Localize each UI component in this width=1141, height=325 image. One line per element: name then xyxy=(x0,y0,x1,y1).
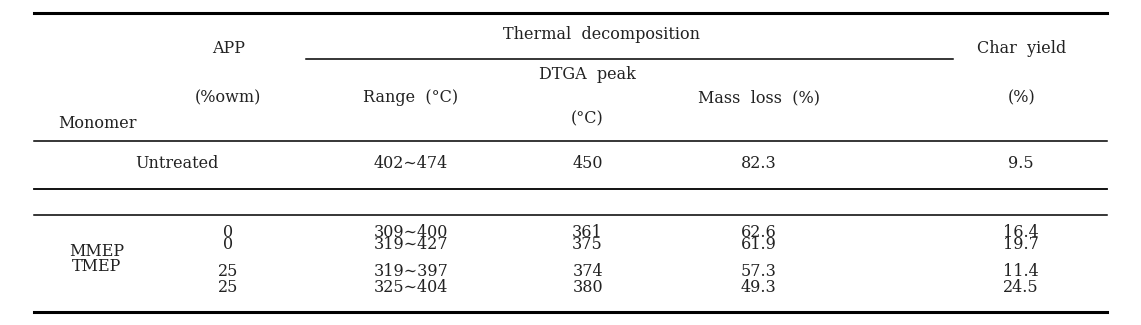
Text: MMEP: MMEP xyxy=(70,243,124,260)
Text: 319∼427: 319∼427 xyxy=(373,236,448,253)
Text: Range  (°C): Range (°C) xyxy=(363,89,459,106)
Text: 25: 25 xyxy=(218,279,238,296)
Text: 0: 0 xyxy=(224,224,233,241)
Text: 450: 450 xyxy=(573,155,602,172)
Text: 402∼474: 402∼474 xyxy=(373,155,448,172)
Text: TMEP: TMEP xyxy=(72,257,122,275)
Text: 361: 361 xyxy=(573,224,602,241)
Text: 19.7: 19.7 xyxy=(1003,236,1039,253)
Text: DTGA  peak: DTGA peak xyxy=(540,66,636,83)
Text: Thermal  decomposition: Thermal decomposition xyxy=(503,26,699,43)
Text: Untreated: Untreated xyxy=(135,155,219,172)
Text: 374: 374 xyxy=(573,263,602,280)
Text: 380: 380 xyxy=(573,279,602,296)
Text: (°C): (°C) xyxy=(572,110,604,127)
Text: 9.5: 9.5 xyxy=(1009,155,1034,172)
Text: 0: 0 xyxy=(224,236,233,253)
Text: APP: APP xyxy=(212,40,244,57)
Text: 61.9: 61.9 xyxy=(741,236,777,253)
Text: (%owm): (%owm) xyxy=(195,89,261,106)
Text: 25: 25 xyxy=(218,263,238,280)
Text: 11.4: 11.4 xyxy=(1003,263,1039,280)
Text: 309∼400: 309∼400 xyxy=(373,224,448,241)
Text: Monomer: Monomer xyxy=(58,115,136,132)
Text: 319∼397: 319∼397 xyxy=(373,263,448,280)
Text: Mass  loss  (%): Mass loss (%) xyxy=(698,89,819,106)
Text: 57.3: 57.3 xyxy=(741,263,777,280)
Text: 62.6: 62.6 xyxy=(741,224,777,241)
Text: 375: 375 xyxy=(573,236,602,253)
Text: 49.3: 49.3 xyxy=(741,279,777,296)
Text: 16.4: 16.4 xyxy=(1003,224,1039,241)
Text: 82.3: 82.3 xyxy=(741,155,777,172)
Text: 24.5: 24.5 xyxy=(1003,279,1039,296)
Text: Char  yield: Char yield xyxy=(977,40,1066,57)
Text: 325∼404: 325∼404 xyxy=(373,279,448,296)
Text: (%): (%) xyxy=(1008,89,1035,106)
